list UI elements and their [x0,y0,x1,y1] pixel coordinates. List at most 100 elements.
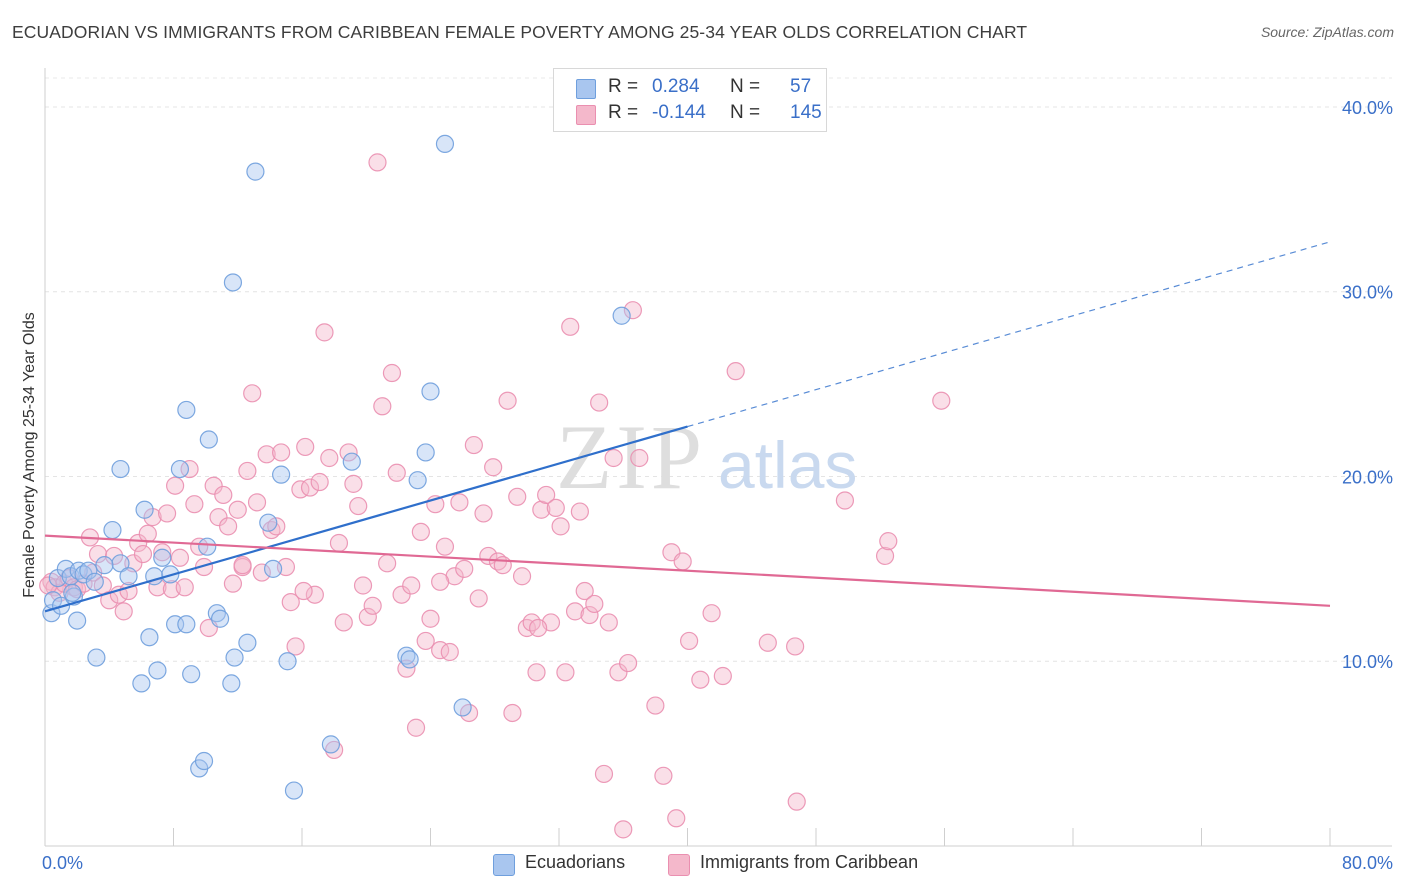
data-point [453,698,472,717]
chart-title: ECUADORIAN VS IMMIGRANTS FROM CARIBBEAN … [12,22,1028,42]
data-point [185,495,204,514]
data-point [416,631,435,651]
data-point [284,781,304,800]
data-point [349,496,368,516]
data-point [157,504,177,523]
data-point [484,458,503,477]
data-point [667,809,686,828]
tick-labels: 10.0% 20.0% 30.0% 40.0% 0.0% 80.0% [42,98,1393,873]
data-point [464,435,483,455]
axes [44,68,1392,847]
data-point [238,633,257,652]
data-point [247,493,267,512]
y-tick-label: 10.0% [1342,652,1393,672]
data-point [233,556,252,575]
data-point [368,153,387,172]
data-point [223,273,243,292]
data-point [111,459,130,479]
data-point [207,604,226,623]
data-point [278,652,297,671]
data-point [392,585,411,604]
data-point [440,642,459,662]
data-point [257,445,276,464]
data-point [358,607,377,626]
data-point [344,474,363,493]
data-point [246,162,265,181]
data-point [180,459,199,479]
data-point [691,670,710,689]
data-point [673,552,692,571]
data-point [342,452,361,471]
y-tick-label: 30.0% [1342,283,1393,303]
data-point [416,443,435,462]
data-point [378,554,397,573]
data-point [713,666,732,686]
data-point [300,478,320,497]
data-point [310,472,329,492]
data-point [623,301,642,320]
data-point [435,537,455,556]
data-point [786,637,805,656]
data-point [879,532,898,551]
data-point [259,513,278,532]
data-point [294,581,313,601]
data-point [148,661,167,680]
data-point [387,463,406,482]
data-point [175,578,194,597]
data-point [132,674,151,693]
legend-n-label: N = [730,76,761,97]
data-point [114,602,133,621]
data-point [133,544,153,564]
data-point [561,317,580,336]
data-point [225,648,244,667]
data-point [474,504,493,523]
data-point [400,650,419,669]
data-point [527,663,546,682]
data-point [305,585,324,604]
legend-n-value: 145 [790,102,822,123]
y-tick-label: 40.0% [1342,98,1393,118]
legend-r-value: 0.284 [652,76,700,97]
correlation-legend: R = 0.284 N = 57 R = -0.144 N = 145 [553,68,827,132]
bottom-legend-label: Immigrants from Caribbean [700,852,919,872]
trend-line-caribbean [44,534,1331,607]
data-point [618,653,638,673]
series-caribbean-points [39,153,951,839]
bottom-legend-label: Ecuadorians [525,852,626,872]
data-point [469,589,488,608]
data-point [382,363,402,383]
data-point [68,611,87,630]
data-point [580,605,599,625]
data-point [238,461,257,481]
data-point [252,563,271,582]
data-point [166,476,185,495]
data-point [353,576,373,595]
data-point [503,703,522,723]
data-point [286,637,305,656]
data-point [575,581,594,601]
data-point [119,567,138,586]
data-point [79,561,98,580]
legend-r-value: -0.144 [652,102,706,123]
data-point [537,485,556,505]
data-point [551,517,570,536]
data-point [199,430,218,449]
data-point [194,751,214,771]
data-point [296,437,315,457]
data-point [95,556,114,575]
data-point [585,594,604,614]
data-point [875,546,895,566]
data-point [87,648,106,667]
data-point [243,384,262,403]
data-point [315,323,334,342]
data-point [604,448,623,468]
data-point [421,609,440,628]
data-point [546,498,565,517]
data-point [363,596,382,615]
data-point [111,554,130,573]
data-point [512,567,532,586]
data-point [411,522,430,542]
x-tick-label: 80.0% [1342,853,1393,873]
data-point [320,448,339,468]
